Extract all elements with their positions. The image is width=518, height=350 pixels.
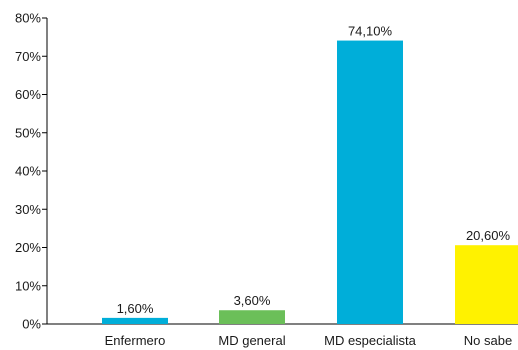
y-tick-label: 20% <box>15 240 41 255</box>
y-tick-label: 80% <box>15 11 41 26</box>
y-tick-label: 10% <box>15 278 41 293</box>
y-tick-label: 70% <box>15 49 41 64</box>
y-tick-label: 40% <box>15 164 41 179</box>
bar-no-sabe <box>455 245 518 324</box>
category-label: Enfermero <box>105 333 166 348</box>
category-label: No sabe <box>464 333 512 348</box>
y-tick-label: 30% <box>15 202 41 217</box>
y-tick-label: 50% <box>15 125 41 140</box>
data-labels: 1,60% 3,60% 74,10% 20,60% <box>117 24 511 316</box>
category-label: MD general <box>218 333 285 348</box>
y-tick-label: 60% <box>15 87 41 102</box>
data-label: 74,10% <box>348 24 393 39</box>
category-labels: Enfermero MD general MD especialista No sab… <box>105 333 513 348</box>
data-label: 1,60% <box>117 301 154 316</box>
bar-enfermero <box>102 317 168 324</box>
category-label: MD especialista <box>324 333 417 348</box>
bar-md-especialista <box>337 40 403 324</box>
data-label: 3,60% <box>234 293 271 308</box>
bar-md-general <box>219 310 285 324</box>
y-tick-label: 0% <box>22 317 41 332</box>
chart-axes <box>46 18 518 325</box>
data-label: 20,60% <box>466 228 511 243</box>
y-ticks: 0% 10% 20% 30% 40% 50% 60% 70% 80% <box>15 11 47 332</box>
bars <box>102 40 518 324</box>
